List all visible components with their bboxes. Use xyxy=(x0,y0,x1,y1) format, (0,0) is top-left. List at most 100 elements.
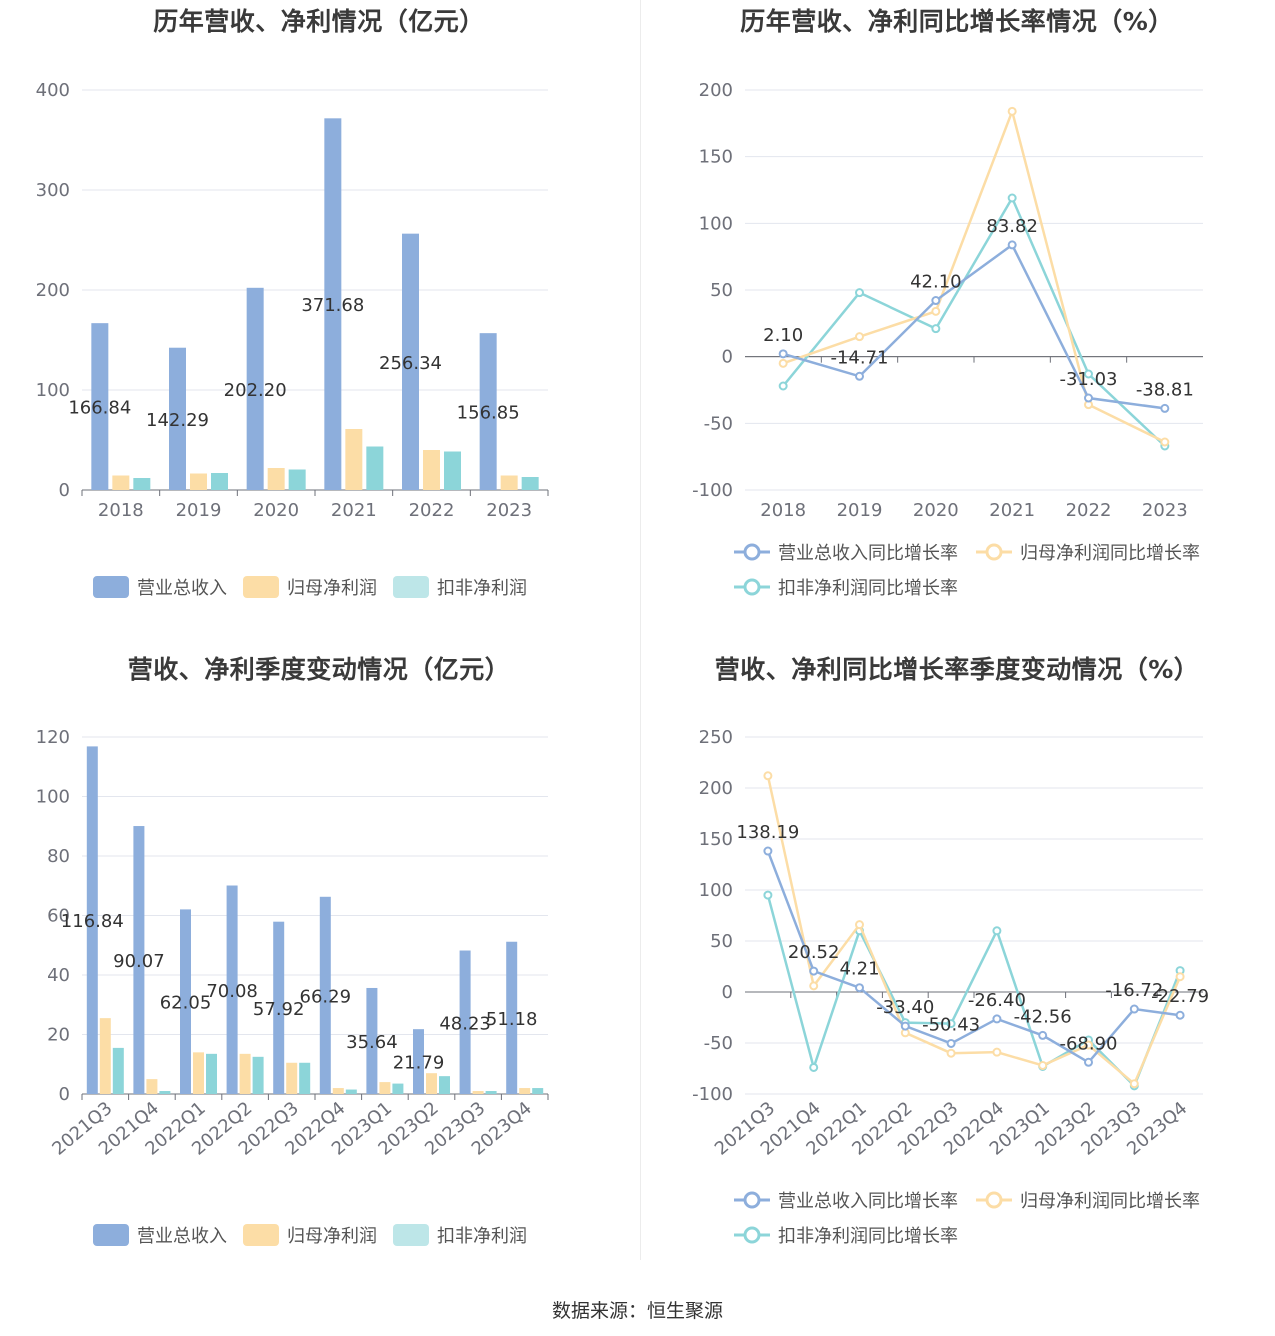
y-tick-label: 100 xyxy=(699,213,733,234)
data-label: 20.52 xyxy=(788,942,840,963)
data-label: -50.43 xyxy=(922,1014,980,1035)
data-point-归母净利润同比增长率 xyxy=(778,358,788,368)
series-line-营业总收入同比增长率 xyxy=(766,850,1181,1064)
y-tick-label: -100 xyxy=(692,1084,733,1105)
bar-营业总收入 xyxy=(86,746,98,1094)
data-point-营业总收入同比增长率 xyxy=(855,983,864,993)
data-point-营业总收入同比增长率 xyxy=(1175,1010,1185,1020)
bar-归母净利润 xyxy=(379,1082,391,1094)
bar-扣非净利润 xyxy=(366,446,384,490)
data-label: 51.18 xyxy=(486,1009,538,1030)
chart-title: 营收、净利季度变动情况（亿元） xyxy=(127,655,511,684)
bar-归母净利润 xyxy=(99,1018,111,1094)
bar-归母净利润 xyxy=(472,1091,484,1094)
data-label: -38.81 xyxy=(1136,379,1194,400)
legend-swatch xyxy=(393,576,429,598)
bar-归母净利润 xyxy=(286,1062,298,1094)
legend-label: 归母净利润同比增长率 xyxy=(1020,1191,1200,1212)
x-tick-label: 2021 xyxy=(989,500,1035,521)
data-label: 2.10 xyxy=(763,325,803,346)
data-point-扣非净利润同比增长率 xyxy=(809,1062,819,1072)
data-point-归母净利润同比增长率 xyxy=(1160,437,1170,447)
legend-swatch xyxy=(393,1224,429,1246)
bar-归母净利润 xyxy=(267,468,285,490)
y-tick-label: 40 xyxy=(47,965,70,986)
y-tick-label: 0 xyxy=(59,480,70,501)
data-point-扣非净利润同比增长率 xyxy=(1084,369,1093,379)
data-label: 142.29 xyxy=(146,410,209,431)
legend-label: 扣非净利润 xyxy=(437,1226,527,1247)
y-tick-label: 50 xyxy=(710,280,733,301)
legend-label: 归母净利润 xyxy=(287,578,377,599)
bar-营业总收入 xyxy=(226,885,238,1094)
annual-growth-panel: 历年营收、净利同比增长率情况（%） -100 -50 0 50 100 150 200 201… xyxy=(638,0,1275,645)
bar-归母净利润 xyxy=(239,1053,251,1094)
bar-扣非净利润 xyxy=(133,478,151,490)
chart-title: 营收、净利同比增长率季度变动情况（%） xyxy=(714,655,1200,684)
x-tick-label: 2023 xyxy=(1142,500,1188,521)
data-label: 35.64 xyxy=(346,1032,398,1053)
legend-marker xyxy=(985,543,1003,561)
y-tick-label: 200 xyxy=(699,778,733,799)
y-tick-label: -100 xyxy=(692,480,733,501)
bar-营业总收入 xyxy=(91,323,109,490)
quarterly-values-chart: 0204060801001202021Q32021Q42022Q12022Q22… xyxy=(36,727,549,1247)
bar-扣非净利润 xyxy=(345,1089,357,1094)
y-tick-label: 150 xyxy=(699,147,733,168)
data-point-扣非净利润同比增长率 xyxy=(946,1019,956,1029)
data-label: 21.79 xyxy=(393,1053,445,1074)
data-label: 48.23 xyxy=(439,1013,491,1034)
y-tick-label: 120 xyxy=(36,727,70,748)
data-point-营业总收入同比增长率 xyxy=(900,1021,910,1031)
annual-values-chart: 0 100 200 300 400 2018 2019 2020 2021 2022 2023 166… xyxy=(36,80,549,599)
data-point-扣非净利润同比增长率 xyxy=(855,288,864,298)
bar-归母净利润 xyxy=(500,475,518,490)
y-tick-label: 0 xyxy=(722,982,733,1003)
series-line-营业总收入同比增长率 xyxy=(782,243,1166,410)
bar-营业总收入 xyxy=(459,950,471,1094)
bar-扣非净利润 xyxy=(485,1091,497,1094)
bar-归母净利润 xyxy=(112,475,130,490)
bar-扣非净利润 xyxy=(252,1056,264,1094)
vertical-divider xyxy=(640,0,641,1260)
annual-values-panel: 历年营收、净利情况（亿元） 0 100 200 300 400 2018 2019 2020 2… xyxy=(0,0,638,645)
bar-扣非净利润 xyxy=(288,469,306,490)
data-point-归母净利润同比增长率 xyxy=(1007,106,1017,116)
data-point-归母净利润同比增长率 xyxy=(855,332,864,342)
data-label: 62.05 xyxy=(160,993,212,1014)
y-tick-label: 100 xyxy=(699,880,733,901)
bar-归母净利润 xyxy=(423,450,440,490)
data-point-归母净利润同比增长率 xyxy=(1129,1079,1139,1089)
data-label: 166.84 xyxy=(68,398,131,419)
data-point-营业总收入同比增长率 xyxy=(1129,1004,1139,1014)
data-point-营业总收入同比增长率 xyxy=(1007,240,1017,250)
bar-营业总收入 xyxy=(479,333,497,490)
data-label: 138.19 xyxy=(736,822,799,843)
legend-label: 归母净利润 xyxy=(287,1226,377,1247)
data-point-营业总收入同比增长率 xyxy=(1160,403,1170,413)
bar-扣非净利润 xyxy=(392,1083,404,1094)
bar-扣非净利润 xyxy=(159,1091,171,1094)
series-line-扣非净利润同比增长率 xyxy=(782,195,1166,447)
bar-扣非净利润 xyxy=(299,1062,311,1094)
data-point-营业总收入同比增长率 xyxy=(931,296,941,306)
chart-title: 历年营收、净利同比增长率情况（%） xyxy=(740,7,1174,36)
quarterly-growth-chart: -100-500501001502002502021Q32021Q42022Q1… xyxy=(692,727,1209,1247)
data-label: 371.68 xyxy=(301,295,364,316)
data-label: -42.56 xyxy=(1014,1006,1072,1027)
data-point-营业总收入同比增长率 xyxy=(992,1014,1002,1024)
data-point-归母净利润同比增长率 xyxy=(809,981,819,991)
data-point-营业总收入同比增长率 xyxy=(809,966,819,976)
bar-营业总收入 xyxy=(133,826,145,1094)
annual-growth-chart: -100 -50 0 50 100 150 200 2018 2019 2020 2021 2022 2… xyxy=(692,80,1203,599)
data-label: 57.92 xyxy=(253,999,305,1020)
bar-营业总收入 xyxy=(246,287,264,490)
data-point-营业总收入同比增长率 xyxy=(946,1038,956,1048)
bar-扣非净利润 xyxy=(112,1047,124,1094)
y-tick-label: 250 xyxy=(699,727,733,748)
data-label: 116.84 xyxy=(61,911,124,932)
bar-扣非净利润 xyxy=(211,473,228,490)
data-point-归母净利润同比增长率 xyxy=(1175,972,1185,982)
bar-营业总收入 xyxy=(319,896,331,1094)
x-tick-label: 2019 xyxy=(176,500,222,521)
